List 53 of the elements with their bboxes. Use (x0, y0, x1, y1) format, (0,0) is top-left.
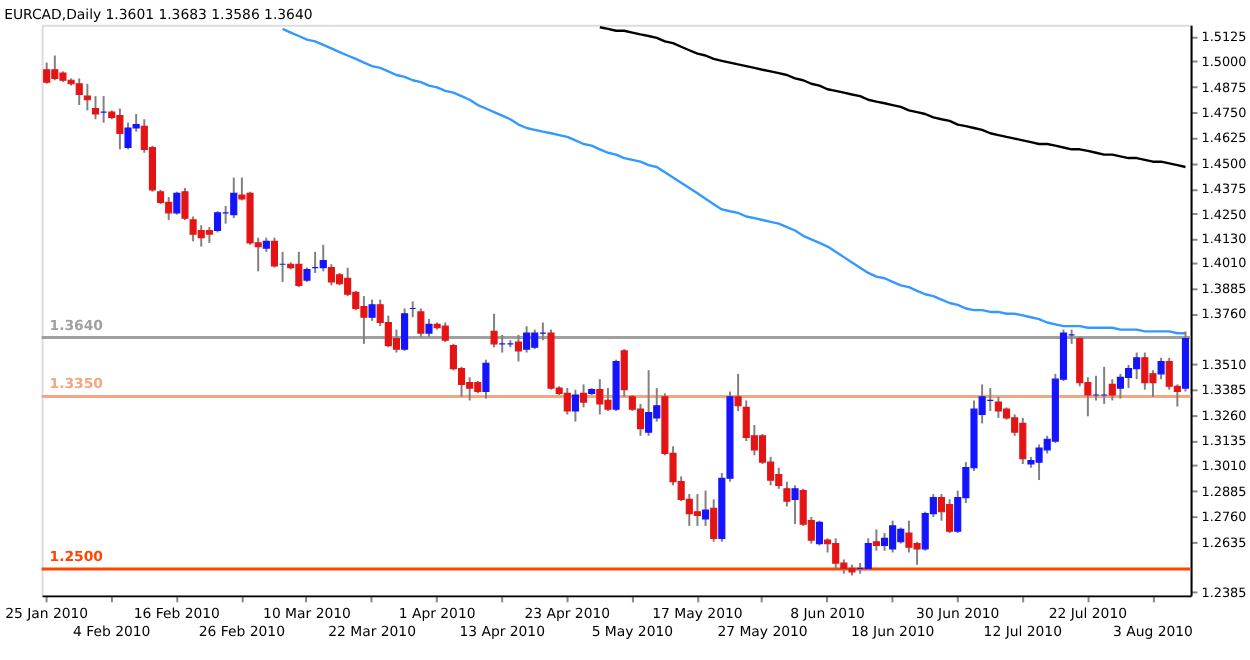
candlestick (1076, 335, 1084, 388)
candlestick (295, 250, 303, 289)
candlestick (946, 498, 954, 535)
candlestick (270, 236, 279, 269)
candlestick (197, 224, 205, 248)
candlestick (710, 498, 718, 543)
candlestick (490, 312, 498, 349)
candlestick (360, 295, 368, 345)
candlestick (531, 328, 539, 351)
candlestick (645, 369, 653, 437)
candlestick (213, 210, 222, 234)
candlestick (43, 61, 51, 85)
candlestick (327, 263, 335, 287)
candlestick (75, 77, 83, 107)
candlestick (701, 489, 710, 527)
candlestick (791, 484, 799, 526)
candlestick (51, 54, 59, 82)
candlestick (1108, 378, 1116, 402)
candlestick (1019, 416, 1027, 465)
candlestick (1124, 363, 1133, 390)
candlestick (596, 378, 604, 416)
candlestick (864, 537, 872, 572)
candlestick (832, 537, 840, 570)
candlestick (1141, 351, 1149, 391)
line-series (598, 26, 1187, 169)
candlestick (872, 528, 880, 552)
candlestick (563, 387, 571, 416)
candlestick (173, 190, 181, 216)
candlestick (523, 325, 531, 354)
candlestick (1133, 351, 1141, 381)
candlestick (165, 196, 173, 221)
candlestick (1116, 372, 1124, 400)
candlestick (1035, 443, 1043, 482)
candlestick (994, 395, 1002, 419)
candlestick (636, 402, 645, 437)
candlestick (889, 519, 897, 554)
candlestick (514, 333, 523, 363)
candlestick (579, 383, 588, 409)
candlestick (83, 82, 91, 112)
candlestick (441, 321, 449, 343)
candlestick (91, 95, 100, 121)
candlestick (571, 388, 579, 423)
candlestick (815, 519, 824, 547)
candlestick (401, 307, 409, 352)
candlestick (620, 348, 628, 398)
candlestick (482, 358, 490, 400)
line-series (281, 27, 1187, 335)
candlestick (116, 107, 124, 151)
candlestick (230, 176, 238, 220)
candlestick (417, 307, 425, 338)
candlestick (693, 493, 701, 527)
candlestick (392, 328, 401, 354)
candlestick (604, 387, 612, 413)
